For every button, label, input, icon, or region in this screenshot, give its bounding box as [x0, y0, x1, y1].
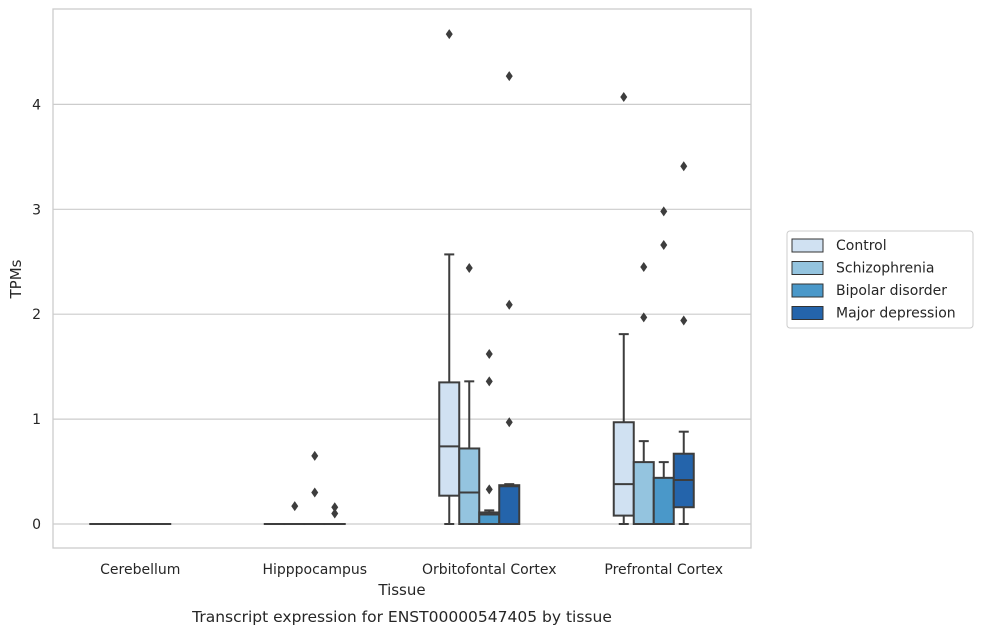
box-major-depression: [672, 161, 695, 525]
outlier-point: [680, 315, 688, 326]
y-tick-label: 0: [32, 517, 41, 533]
box-schizophrenia: [458, 263, 481, 525]
x-axis-label: Tissue: [377, 581, 425, 599]
outlier-point: [505, 417, 513, 428]
outlier-point: [485, 349, 493, 360]
box-control: [438, 29, 461, 525]
y-tick-label: 1: [32, 412, 41, 428]
x-tick-label: Hipppocampus: [262, 562, 367, 578]
x-tick-label: Prefrontal Cortex: [604, 562, 723, 578]
y-tick-label: 3: [32, 202, 41, 218]
box-iqr: [458, 447, 481, 525]
plot-area-frame: [52, 8, 752, 549]
outlier-point: [485, 376, 493, 387]
box-schizophrenia: [283, 501, 306, 526]
outlier-point: [291, 501, 299, 512]
x-tick-label: Cerebellum: [100, 562, 180, 578]
box-iqr: [438, 381, 461, 497]
outlier-point: [505, 71, 513, 82]
box-iqr: [652, 476, 675, 525]
y-axis-ticks: 0 1 2 3 4: [32, 97, 41, 533]
outlier-point: [311, 450, 319, 461]
y-tick-label: 4: [32, 97, 41, 113]
legend-frame: [786, 230, 974, 329]
outlier-point: [465, 263, 473, 274]
legend: Control Schizophrenia Bipolar disorder Majo…: [786, 230, 974, 329]
outlier-point: [331, 508, 339, 519]
legend-label: Bipolar disorder: [836, 283, 947, 299]
legend-swatch: [791, 306, 824, 320]
outlier-point: [680, 161, 688, 172]
legend-swatch: [791, 238, 824, 253]
box-plot-series: [89, 29, 695, 526]
legend-label: Major depression: [836, 306, 956, 322]
outlier-point: [640, 312, 648, 323]
chart-caption: Transcript expression for ENST0000054740…: [191, 608, 612, 626]
outlier-point: [660, 239, 668, 250]
box-iqr: [632, 461, 655, 526]
x-axis-ticks: Cerebellum Hipppocampus Orbitofontal Corte…: [100, 562, 723, 578]
outlier-point: [505, 299, 513, 310]
outlier-point: [311, 487, 319, 498]
y-axis-label: TPMs: [7, 259, 25, 299]
box-major-depression: [498, 71, 521, 526]
outlier-point: [331, 502, 339, 513]
outlier-point: [640, 261, 648, 272]
box-control: [612, 92, 635, 525]
box-major-depression: [323, 502, 346, 526]
box-bipolar-disorder: [652, 206, 675, 525]
outlier-point: [660, 206, 668, 217]
outlier-point: [620, 92, 628, 103]
box-schizophrenia: [632, 261, 655, 526]
box-iqr: [612, 421, 635, 517]
box-iqr: [498, 484, 521, 526]
y-gridlines: [53, 103, 751, 525]
legend-swatch: [791, 261, 824, 275]
legend-label: Schizophrenia: [836, 261, 934, 277]
x-tick-label: Orbitofontal Cortex: [422, 562, 557, 578]
y-tick-label: 2: [32, 307, 41, 323]
outlier-point: [485, 484, 493, 495]
legend-swatch: [791, 283, 824, 298]
outlier-point: [445, 29, 453, 40]
legend-label: Control: [836, 238, 887, 254]
box-bipolar-disorder: [478, 349, 501, 525]
box-bipolar-disorder: [303, 450, 326, 526]
